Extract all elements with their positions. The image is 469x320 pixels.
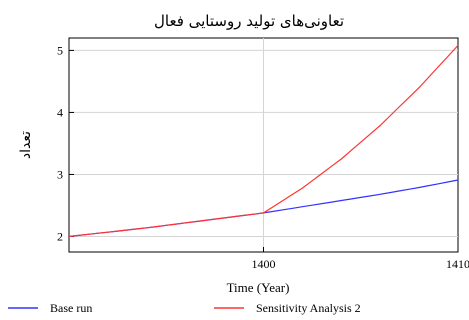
series-group (68, 44, 459, 238)
x-tick-label: 1400 (252, 257, 276, 271)
x-tick-label: 1410 (446, 257, 469, 271)
y-axis-label: تعداد (18, 131, 34, 159)
x-axis-label: Time (Year) (227, 280, 290, 295)
series-line-2 (68, 44, 459, 238)
y-tick-label: 4 (57, 105, 63, 119)
grid-lines (69, 38, 458, 252)
chart-title: تعاونی‌های تولید روستایی فعال (154, 12, 344, 30)
y-tick-label: 2 (57, 229, 63, 243)
x-axis-ticks: 1400 1410 (252, 247, 469, 271)
legend-label-1: Base run (50, 301, 92, 315)
legend: Base run Sensitivity Analysis 2 (8, 301, 361, 315)
y-tick-label: 3 (57, 167, 63, 181)
legend-label-2: Sensitivity Analysis 2 (256, 301, 361, 315)
y-tick-label: 5 (57, 43, 63, 57)
